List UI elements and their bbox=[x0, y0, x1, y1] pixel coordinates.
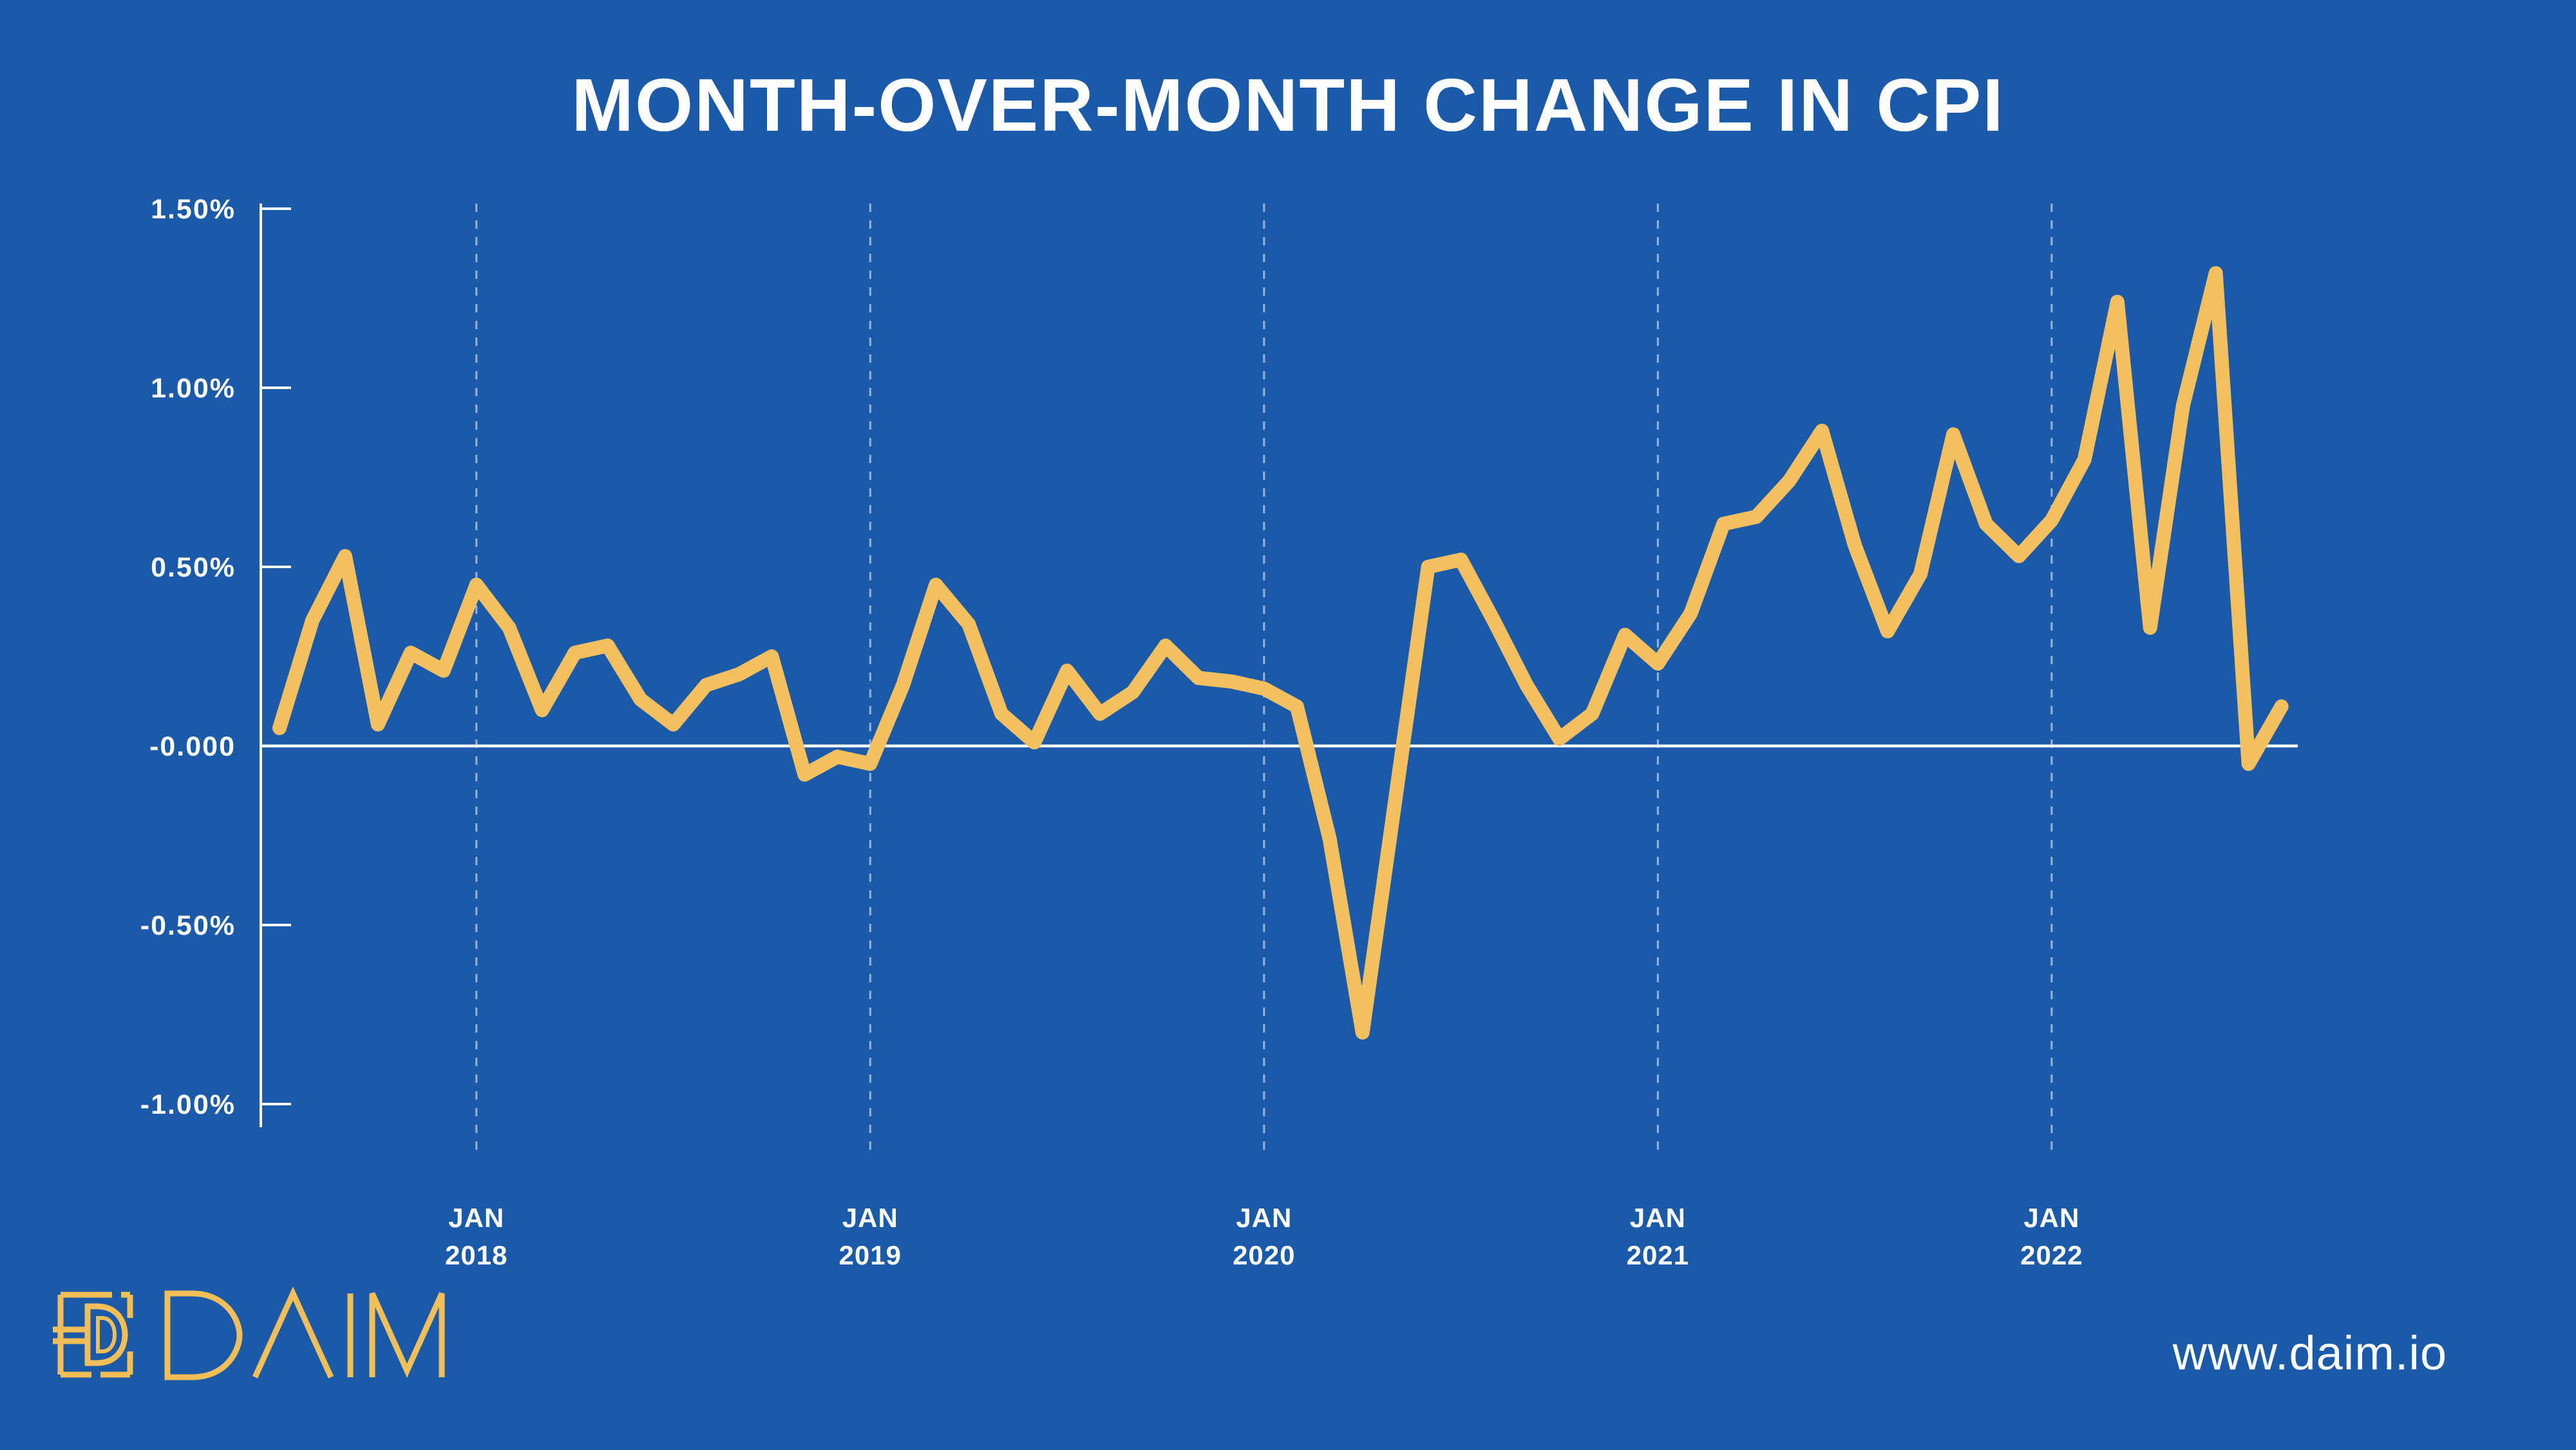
y-tick-label--0.000: -0.000 bbox=[149, 731, 236, 762]
logo-d-inner bbox=[96, 1316, 117, 1353]
website-url: www.daim.io bbox=[2172, 1326, 2447, 1380]
x-tick-year-2019: 2019 bbox=[839, 1240, 902, 1270]
wordmark-letter-m bbox=[369, 1292, 445, 1378]
daim-logo-wordmark bbox=[164, 1286, 445, 1380]
y-tick-label-1.00%: 1.00% bbox=[151, 373, 236, 404]
x-tick-year-2021: 2021 bbox=[1627, 1240, 1689, 1270]
wordmark-letter-a bbox=[252, 1286, 334, 1378]
cpi-data-line bbox=[272, 266, 2289, 1040]
y-tick-label--0.50%: -0.50% bbox=[140, 910, 236, 941]
x-tick-month-2018: JAN bbox=[448, 1203, 504, 1233]
daim-logo bbox=[53, 1286, 445, 1380]
x-tick-month-2020: JAN bbox=[1236, 1203, 1292, 1233]
page-title: MONTH-OVER-MONTH CHANGE IN CPI bbox=[571, 63, 2005, 147]
logo-frame bbox=[57, 1292, 133, 1378]
y-tick-label-0.50%: 0.50% bbox=[151, 552, 236, 583]
x-tick-month-2019: JAN bbox=[842, 1203, 898, 1233]
logo-crossbars bbox=[53, 1326, 88, 1344]
x-tick-year-2020: 2020 bbox=[1233, 1240, 1295, 1270]
x-tick-month-2022: JAN bbox=[2023, 1203, 2079, 1233]
logo-d-outer bbox=[84, 1303, 128, 1366]
y-tick-label-1.50%: 1.50% bbox=[151, 194, 236, 225]
y-tick-label--1.00%: -1.00% bbox=[140, 1089, 236, 1120]
x-tick-month-2021: JAN bbox=[1630, 1203, 1686, 1233]
wordmark-letter-d bbox=[164, 1290, 243, 1380]
x-tick-year-2018: 2018 bbox=[445, 1240, 507, 1270]
daim-logo-icon bbox=[53, 1292, 133, 1378]
x-tick-year-2022: 2022 bbox=[2020, 1240, 2083, 1270]
